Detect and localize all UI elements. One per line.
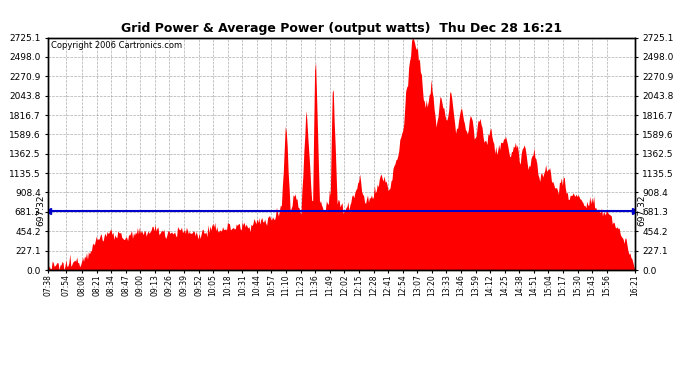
Text: 697.32: 697.32 [37,195,46,226]
Text: Copyright 2006 Cartronics.com: Copyright 2006 Cartronics.com [51,41,182,50]
Title: Grid Power & Average Power (output watts)  Thu Dec 28 16:21: Grid Power & Average Power (output watts… [121,22,562,35]
Text: 697.32: 697.32 [638,195,647,226]
